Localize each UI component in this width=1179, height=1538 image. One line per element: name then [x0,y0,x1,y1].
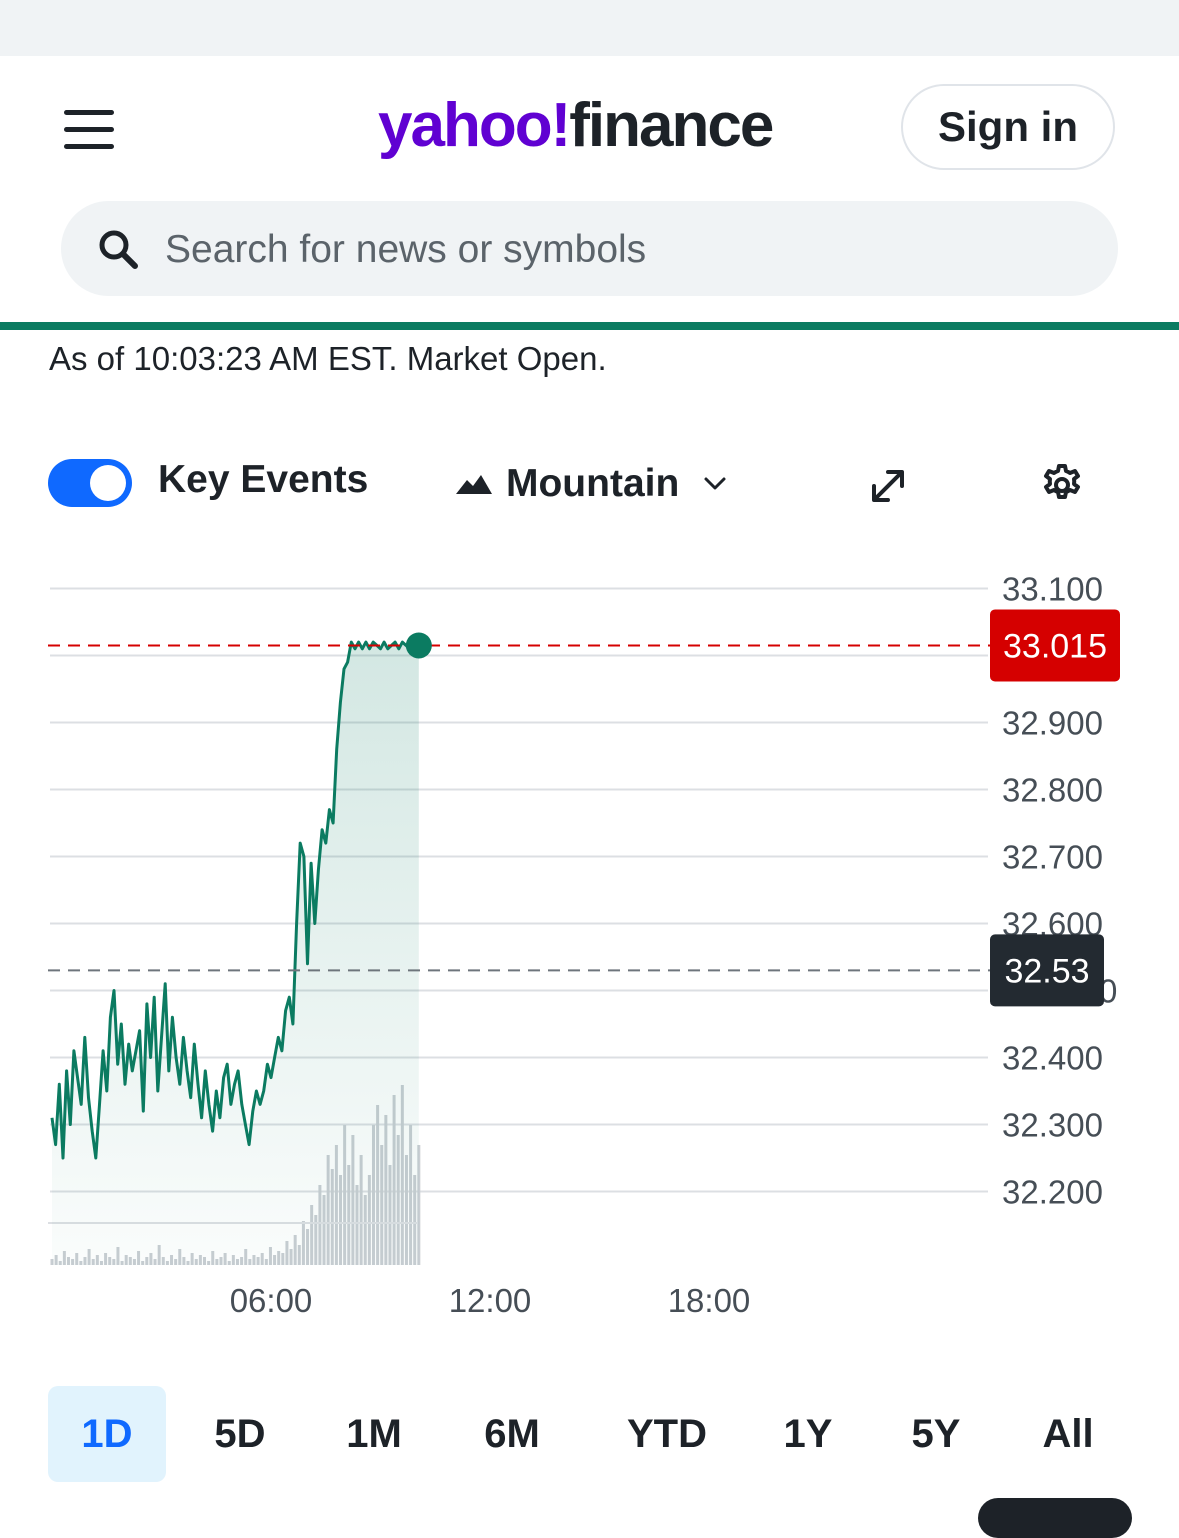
x-tick-label: 12:00 [449,1282,532,1319]
chart-type-label: Mountain [506,462,680,505]
key-events-toggle[interactable] [48,459,132,507]
search-bar[interactable] [61,201,1118,296]
logo-yahoo-text: yahoo [378,91,553,160]
logo-bang-text: ! [550,91,572,160]
range-1y-button[interactable]: 1Y [783,1411,833,1456]
y-tick-label: 32.200 [1002,1174,1103,1211]
price-area-fill [52,642,419,1265]
x-tick-label: 18:00 [668,1282,751,1319]
toggle-knob [90,465,126,501]
gear-icon[interactable] [1040,463,1084,507]
price-chart[interactable]: 33.10032.90032.80032.70032.60032.40032.3… [0,530,1179,1330]
y-tick-label: 32.300 [1002,1107,1103,1144]
y-tick-label: 32.900 [1002,705,1103,742]
market-status-text: As of 10:03:23 AM EST. Market Open. [49,340,607,377]
search-input[interactable] [163,211,1087,288]
range-5y-button[interactable]: 5Y [911,1411,961,1456]
previous-close-badge [990,934,1104,1007]
y-tick-label: 32.800 [1002,772,1103,809]
y-tick-label: 32.400 [1002,1040,1103,1077]
sign-in-button[interactable]: Sign in [901,84,1115,170]
header: yahoo!finance Sign in [0,56,1179,326]
previous-close-label: 32.53 [1004,952,1089,990]
expand-icon[interactable] [866,464,910,508]
range-ytd-button[interactable]: YTD [627,1411,707,1456]
bottom-floating-button[interactable] [978,1498,1132,1538]
header-divider [0,322,1179,330]
range-1d-button[interactable]: 1D [48,1386,166,1482]
yahoo-finance-logo[interactable]: yahoo!finance [378,86,774,166]
current-price-label: 33.015 [1003,627,1107,665]
status-bar [0,0,1179,56]
chart-type-dropdown[interactable]: Mountain [456,458,727,510]
y-tick-label: 33.100 [1002,571,1103,608]
x-tick-label: 06:00 [230,1282,313,1319]
range-5d-button[interactable]: 5D [214,1411,266,1456]
hamburger-menu-icon[interactable] [64,110,116,150]
y-tick-label: 32.700 [1002,839,1103,876]
logo-finance-text: finance [569,91,774,160]
search-icon [99,230,138,269]
current-price-badge [990,609,1120,682]
range-1m-button[interactable]: 1M [346,1411,402,1456]
volume-bar [417,1145,421,1265]
price-line [50,640,419,1160]
key-events-label: Key Events [158,458,369,501]
range-all-button[interactable]: All [1042,1411,1094,1456]
range-6m-button[interactable]: 6M [484,1411,540,1456]
current-price-dot [405,632,432,659]
mountain-chart-icon [456,475,492,494]
chevron-down-icon [704,477,726,490]
chart-controls: Key Events Mountain [0,450,1179,520]
time-range-selector: 1D 5D 1M 6M YTD 1Y 5Y All [48,1386,1131,1482]
